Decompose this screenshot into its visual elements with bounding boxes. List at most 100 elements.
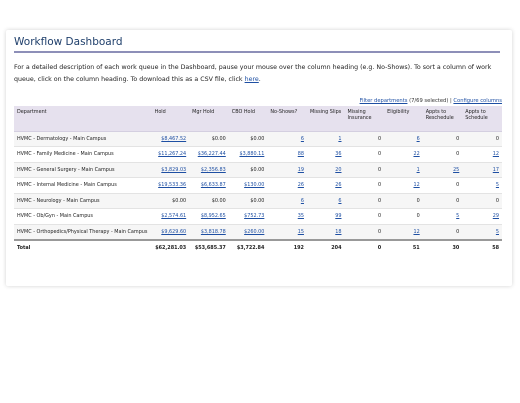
csv-download-link[interactable]: here xyxy=(244,76,259,83)
configure-columns-link[interactable]: Configure columns xyxy=(453,98,502,104)
cell-no-shows: 6 xyxy=(267,193,307,209)
cell-cbo-hold: $0.00 xyxy=(228,131,268,147)
cell-missing-slips-link[interactable]: 18 xyxy=(335,228,342,235)
cell-appts-to-reschedule-link[interactable]: 5 xyxy=(456,213,460,220)
cell-mgr-hold-link[interactable]: $36,227.44 xyxy=(197,151,226,158)
cell-appts-to-schedule-link[interactable]: 5 xyxy=(495,228,499,235)
filter-controls: Filter departments (7/69 selected) | Con… xyxy=(360,98,502,104)
cell-department: HVMC - Internal Medicine - Main Campus xyxy=(14,177,152,194)
cell-cbo-hold-link[interactable]: $3,880.11 xyxy=(239,151,265,158)
cell-eligibility-link[interactable]: 22 xyxy=(413,151,420,158)
cell-hold-link[interactable]: $11,267.24 xyxy=(158,151,187,158)
cell-eligibility-link[interactable]: 12 xyxy=(413,228,420,235)
cell-appts-to-schedule-link[interactable]: 5 xyxy=(495,182,499,189)
table-row: HVMC - Family Medicine - Main Campus $11,… xyxy=(14,146,502,163)
cell-appts-to-schedule: 12 xyxy=(462,146,502,163)
cell-missing-slips-link[interactable]: 26 xyxy=(335,182,342,189)
cell-missing-slips-link[interactable]: 20 xyxy=(335,166,342,173)
cell-appts-to-schedule-link[interactable]: 29 xyxy=(492,213,499,220)
cell-appts-to-reschedule-link[interactable]: 25 xyxy=(453,166,460,173)
cell-no-shows: 15 xyxy=(267,224,307,240)
cell-hold: $11,267.24 xyxy=(151,146,190,163)
cell-hold-link[interactable]: $9,629.60 xyxy=(161,228,187,235)
cell-department: HVMC - Family Medicine - Main Campus xyxy=(14,146,152,163)
cell-hold-link[interactable]: $2,574.61 xyxy=(161,213,187,220)
cell-no-shows-link[interactable]: 6 xyxy=(300,135,304,142)
total-cell-hold: $62,281.03 xyxy=(151,238,190,255)
cell-hold: $3,829.03 xyxy=(151,162,190,178)
cell-missing-slips: 20 xyxy=(306,162,345,178)
cell-mgr-hold: $0.00 xyxy=(189,131,229,147)
cell-mgr-hold-link[interactable]: $2,356.83 xyxy=(200,166,226,173)
column-header-missing-slips[interactable]: Missing Slips xyxy=(306,106,345,132)
cell-missing-slips: 18 xyxy=(306,224,345,240)
cell-missing-slips: 26 xyxy=(306,177,345,194)
cell-eligibility-link[interactable]: 1 xyxy=(416,166,420,173)
cell-mgr-hold-link[interactable]: $8,952.65 xyxy=(200,213,226,220)
column-header-hold[interactable]: Hold xyxy=(151,106,190,132)
column-header-missing-insurance[interactable]: Missing Insurance xyxy=(344,106,385,132)
cell-appts-to-schedule-link[interactable]: 17 xyxy=(492,166,499,173)
table-row: HVMC - Orthopedics/Physical Therapy - Ma… xyxy=(14,224,502,240)
cell-no-shows-link[interactable]: 19 xyxy=(297,166,304,173)
cell-hold-link[interactable]: $8,467.52 xyxy=(161,135,187,142)
table-row: HVMC - Internal Medicine - Main Campus $1… xyxy=(14,177,502,194)
total-cell-mgr-hold: $53,685.37 xyxy=(189,238,229,255)
column-header-no-shows[interactable]: No-Shows? xyxy=(267,106,307,132)
cell-no-shows-link[interactable]: 6 xyxy=(300,197,304,204)
cell-cbo-hold-link[interactable]: $130.00 xyxy=(244,182,265,189)
cell-no-shows-link[interactable]: 26 xyxy=(297,182,304,189)
cell-missing-slips-link[interactable]: 6 xyxy=(338,197,342,204)
cell-hold-link[interactable]: $3,829.03 xyxy=(161,166,187,173)
cell-missing-insurance: 0 xyxy=(344,162,385,178)
column-header-eligibility[interactable]: Eligibility xyxy=(384,106,423,132)
cell-cbo-hold-link[interactable]: $752.73 xyxy=(244,213,265,220)
cell-appts-to-reschedule: 0 xyxy=(422,146,463,163)
cell-cbo-hold: $752.73 xyxy=(228,208,268,225)
cell-cbo-hold: $0.00 xyxy=(228,162,268,178)
cell-no-shows-link[interactable]: 35 xyxy=(297,213,304,220)
cell-eligibility: 0 xyxy=(384,208,423,225)
column-header-department[interactable]: Department xyxy=(14,106,152,132)
cell-mgr-hold: $36,227.44 xyxy=(189,146,229,163)
cell-appts-to-schedule-link[interactable]: 12 xyxy=(492,151,499,158)
cell-no-shows-link[interactable]: 88 xyxy=(297,151,304,158)
total-cell-department: Total xyxy=(14,238,152,255)
cell-hold-link[interactable]: $19,533.36 xyxy=(158,182,187,189)
cell-missing-slips-link[interactable]: 99 xyxy=(335,213,342,220)
cell-no-shows-link[interactable]: 15 xyxy=(297,228,304,235)
cell-no-shows: 26 xyxy=(267,177,307,194)
column-header-cbo-hold[interactable]: CBO Hold xyxy=(228,106,268,132)
cell-appts-to-schedule: 0 xyxy=(462,131,502,147)
cell-missing-slips-link[interactable]: 1 xyxy=(338,135,342,142)
cell-hold: $9,629.60 xyxy=(151,224,190,240)
column-header-appts-to-reschedule[interactable]: Appts to Reschedule xyxy=(422,106,463,132)
cell-missing-slips: 99 xyxy=(306,208,345,225)
cell-cbo-hold: $260.00 xyxy=(228,224,268,240)
cell-appts-to-schedule: 17 xyxy=(462,162,502,178)
filter-departments-link[interactable]: Filter departments xyxy=(359,98,408,104)
cell-eligibility: 12 xyxy=(384,224,423,240)
cell-eligibility: 6 xyxy=(384,131,423,147)
cell-no-shows: 88 xyxy=(267,146,307,163)
cell-appts-to-schedule: 0 xyxy=(462,193,502,209)
total-row: Total $62,281.03 $53,685.37 $3,722.84 192 204… xyxy=(14,238,502,255)
cell-mgr-hold: $3,818.78 xyxy=(189,224,229,240)
cell-appts-to-schedule: 5 xyxy=(462,224,502,240)
cell-missing-insurance: 0 xyxy=(344,224,385,240)
cell-missing-insurance: 0 xyxy=(344,177,385,194)
cell-cbo-hold-link[interactable]: $260.00 xyxy=(244,228,265,235)
table-body: HVMC - Dermatology - Main Campus $8,467.5… xyxy=(14,131,502,255)
cell-eligibility-link[interactable]: 6 xyxy=(416,135,420,142)
column-header-mgr-hold[interactable]: Mgr Hold xyxy=(189,106,229,132)
column-header-appts-to-schedule[interactable]: Appts to Schedule xyxy=(462,106,502,132)
cell-mgr-hold: $0.00 xyxy=(189,193,229,209)
cell-missing-insurance: 0 xyxy=(344,208,385,225)
cell-eligibility-link[interactable]: 12 xyxy=(413,182,420,189)
cell-appts-to-schedule: 5 xyxy=(462,177,502,194)
cell-mgr-hold: $2,356.83 xyxy=(189,162,229,178)
cell-mgr-hold-link[interactable]: $3,818.78 xyxy=(200,228,226,235)
cell-mgr-hold-link[interactable]: $6,633.87 xyxy=(200,182,226,189)
cell-eligibility: 12 xyxy=(384,177,423,194)
cell-missing-slips-link[interactable]: 36 xyxy=(335,151,342,158)
